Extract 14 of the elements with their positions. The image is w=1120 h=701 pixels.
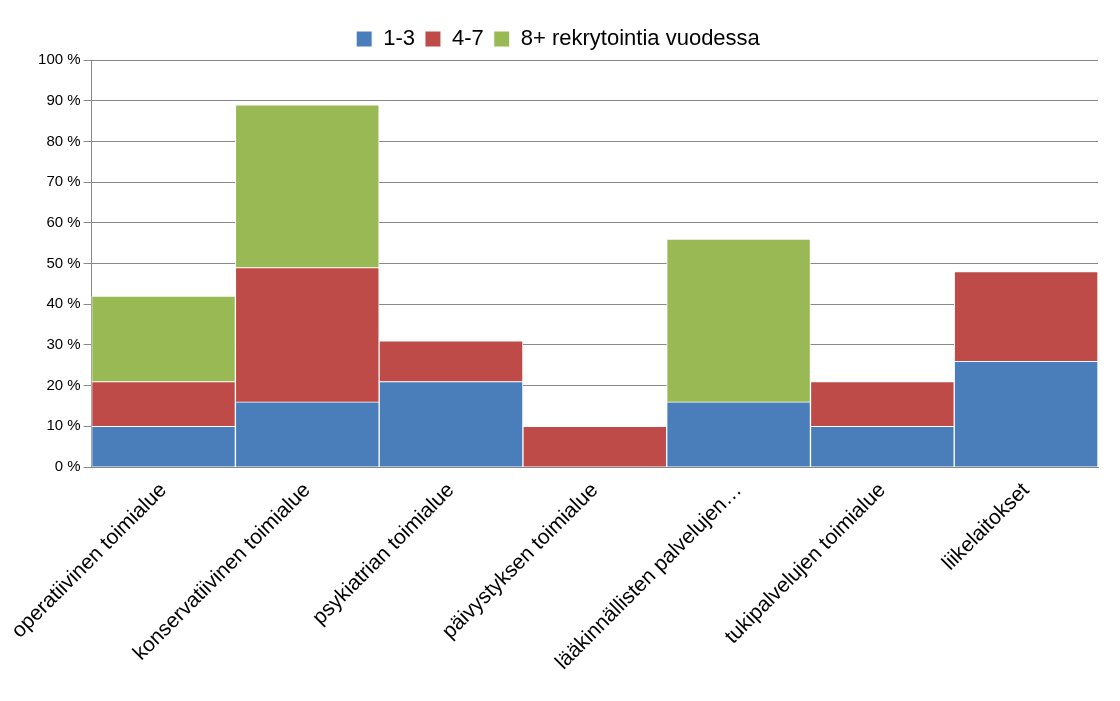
y-tick-label: 10 % [46, 416, 81, 434]
y-tick-label: 80 % [46, 131, 81, 149]
y-tick-label: 40 % [46, 294, 81, 312]
y-tick-label: 30 % [46, 335, 81, 353]
y-tick-label: 100 % [38, 50, 81, 68]
y-tick-label: 60 % [46, 212, 81, 230]
y-tick-label: 90 % [46, 90, 81, 108]
y-tick-label: 70 % [46, 172, 81, 190]
y-tick-label: 0 % [54, 457, 81, 475]
y-tick-label: 20 % [46, 375, 81, 393]
legend-label: 4-7 [451, 25, 484, 51]
legend-label: 1-3 [383, 25, 415, 51]
y-tick-label: 50 % [46, 253, 81, 271]
legend-label: 8+ rekrytointia vuodessa [520, 25, 761, 51]
